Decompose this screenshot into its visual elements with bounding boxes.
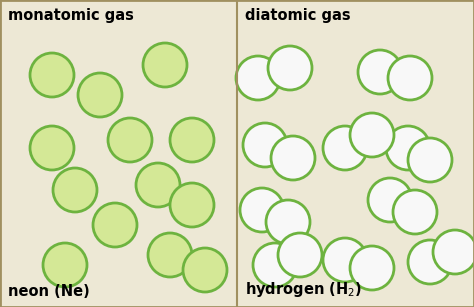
Circle shape: [183, 248, 227, 292]
Circle shape: [78, 73, 122, 117]
Circle shape: [108, 118, 152, 162]
Circle shape: [30, 53, 74, 97]
Circle shape: [170, 183, 214, 227]
Circle shape: [368, 178, 412, 222]
Circle shape: [393, 190, 437, 234]
Circle shape: [136, 163, 180, 207]
Circle shape: [358, 50, 402, 94]
Circle shape: [143, 43, 187, 87]
Circle shape: [170, 118, 214, 162]
Circle shape: [148, 233, 192, 277]
Circle shape: [268, 46, 312, 90]
Circle shape: [236, 56, 280, 100]
Circle shape: [323, 238, 367, 282]
Circle shape: [43, 243, 87, 287]
Circle shape: [323, 126, 367, 170]
Circle shape: [266, 200, 310, 244]
Text: neon (Ne): neon (Ne): [8, 284, 90, 299]
Circle shape: [53, 168, 97, 212]
Circle shape: [433, 230, 474, 274]
Text: hydrogen (H$_2$): hydrogen (H$_2$): [245, 280, 362, 299]
Circle shape: [93, 203, 137, 247]
Circle shape: [408, 240, 452, 284]
Circle shape: [271, 136, 315, 180]
Circle shape: [350, 113, 394, 157]
Circle shape: [388, 56, 432, 100]
Circle shape: [253, 243, 297, 287]
Text: diatomic gas: diatomic gas: [245, 8, 351, 23]
Circle shape: [386, 126, 430, 170]
Circle shape: [408, 138, 452, 182]
Circle shape: [240, 188, 284, 232]
Circle shape: [350, 246, 394, 290]
Text: monatomic gas: monatomic gas: [8, 8, 134, 23]
Circle shape: [243, 123, 287, 167]
Circle shape: [30, 126, 74, 170]
Circle shape: [278, 233, 322, 277]
